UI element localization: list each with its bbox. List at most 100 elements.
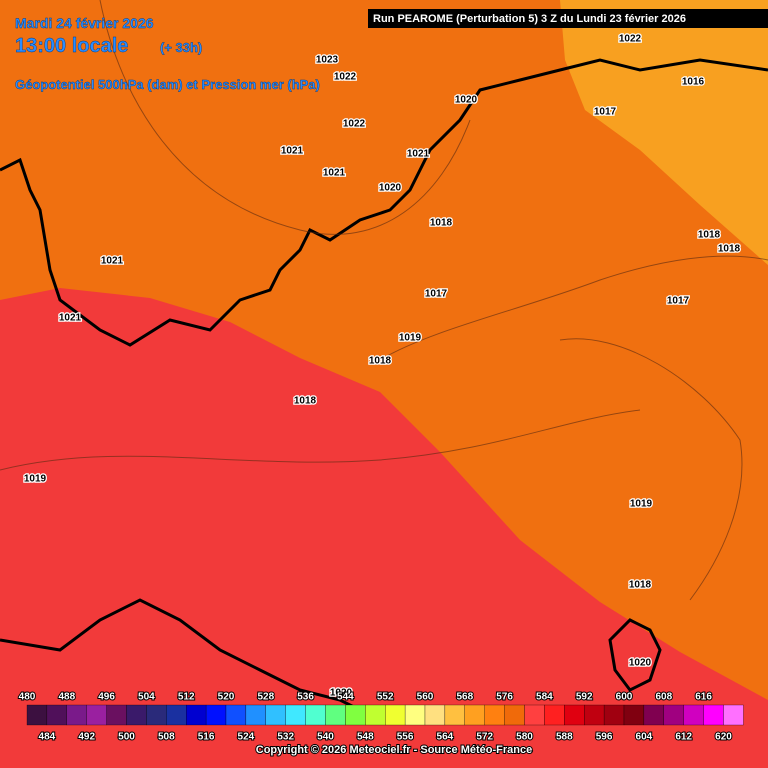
pressure-label: 1023 <box>316 55 339 66</box>
coastline <box>0 58 768 347</box>
pressure-label: 1017 <box>425 289 448 300</box>
colorbar-box <box>385 704 406 726</box>
colorbar-box <box>265 704 286 726</box>
colorbar-label: 568 <box>456 692 473 703</box>
colorbar-box <box>444 704 465 726</box>
pressure-label: 1022 <box>619 34 642 45</box>
colorbar-label: 608 <box>655 692 672 703</box>
colorbar-label: 500 <box>118 732 135 743</box>
colorbar-box <box>623 704 645 726</box>
pressure-label: 1020 <box>379 183 402 194</box>
colorbar-box <box>66 704 87 726</box>
colorbar-label: 560 <box>417 692 434 703</box>
contours <box>0 0 768 601</box>
colorbar-box <box>603 704 625 726</box>
colorbar-label: 524 <box>238 732 255 743</box>
pressure-label: 1016 <box>682 77 705 88</box>
colorbar-box <box>285 704 306 726</box>
colorbar-label: 572 <box>476 732 493 743</box>
colorbar-box <box>584 704 605 726</box>
colorbar-box <box>225 704 247 726</box>
colorbar-label: 528 <box>257 692 274 703</box>
colorbar-box <box>146 704 167 726</box>
contour <box>379 255 768 361</box>
pressure-labels: 1023 1022 1022 1016 1020 1017 1022 1021 1021 1021… <box>23 32 742 700</box>
pressure-label: 1020 <box>629 658 652 669</box>
field-title: Géopotentiel 500hPa (dam) et Pression me… <box>15 77 320 92</box>
colorbar-box <box>166 704 187 726</box>
pressure-label: 1020 <box>455 95 478 106</box>
colorbar-label: 552 <box>377 692 394 703</box>
colorbar-label: 536 <box>297 692 314 703</box>
colorbar-label: 484 <box>39 732 56 743</box>
contour <box>0 409 641 471</box>
colorbar-label: 508 <box>158 732 175 743</box>
colorbar-box <box>365 704 386 726</box>
pressure-label: 1021 <box>407 149 430 160</box>
coastline <box>608 618 662 692</box>
colorbar-label: 504 <box>138 692 155 703</box>
colorbar-box <box>663 704 684 726</box>
pressure-label: 1021 <box>101 256 124 267</box>
pressure-label: 1019 <box>399 333 422 344</box>
contour <box>99 0 471 235</box>
pressure-label: 1017 <box>667 296 690 307</box>
colorbar-label: 592 <box>576 692 593 703</box>
colorbar-box <box>524 704 545 726</box>
colorbar-label: 480 <box>19 692 36 703</box>
colorbar-label: 576 <box>496 692 513 703</box>
time: 13:00 locale <box>15 35 128 57</box>
colorbar: 480 484 488 492 496 500 504 508 512 516 520 524 528 5… <box>18 691 744 744</box>
colorbar-label: 596 <box>596 732 613 743</box>
field-zone <box>0 288 768 768</box>
date: Mardi 24 février 2026 <box>15 15 154 31</box>
colorbar-box <box>424 704 446 726</box>
run-info: Run PEAROME (Perturbation 5) 3 Z du Lund… <box>373 13 686 25</box>
colorbar-box <box>464 704 485 726</box>
colorbar-box <box>46 704 67 726</box>
colorbar-box <box>126 704 147 726</box>
colorbar-box <box>683 704 704 726</box>
pressure-label: 1018 <box>698 230 721 241</box>
pressure-label: 1018 <box>629 580 652 591</box>
colorbar-box <box>643 704 664 726</box>
pressure-label: 1019 <box>630 499 653 510</box>
colorbar-box <box>305 704 326 726</box>
colorbar-label: 584 <box>536 692 553 703</box>
colorbar-label: 492 <box>78 732 95 743</box>
colorbar-label: 620 <box>715 732 732 743</box>
pressure-label: 1022 <box>343 119 366 130</box>
colorbar-box <box>504 704 525 726</box>
colorbar-box <box>26 704 48 726</box>
colorbar-label: 556 <box>397 732 414 743</box>
pressure-label: 1017 <box>594 107 617 118</box>
colorbar-label: 540 <box>317 732 334 743</box>
colorbar-box <box>484 704 505 726</box>
colorbar-label: 496 <box>98 692 115 703</box>
pressure-label: 1020 <box>330 688 353 699</box>
colorbar-label: 580 <box>516 732 533 743</box>
colorbar-label: 600 <box>616 692 633 703</box>
coastline <box>0 58 768 712</box>
run-box <box>368 9 768 28</box>
pressure-label: 1019 <box>24 474 47 485</box>
lead-time: (+ 33h) <box>160 40 202 55</box>
colorbar-label: 544 <box>337 692 354 703</box>
colorbar-box <box>345 704 366 726</box>
colorbar-label: 612 <box>675 732 692 743</box>
colorbar-box <box>186 704 207 726</box>
colorbar-label: 516 <box>198 732 215 743</box>
field-zone <box>560 0 768 265</box>
colorbar-label: 532 <box>277 732 294 743</box>
pressure-label: 1018 <box>369 356 392 367</box>
contour <box>559 338 743 601</box>
copyright: Copyright © 2026 Meteociel.fr - Source M… <box>256 744 532 756</box>
pressure-label: 1021 <box>281 146 304 157</box>
pressure-label: 1018 <box>718 244 741 255</box>
colorbar-label: 616 <box>695 692 712 703</box>
colorbar-box <box>245 704 266 726</box>
colorbar-box <box>106 704 127 726</box>
colorbar-box <box>703 704 724 726</box>
colorbar-label: 604 <box>636 732 653 743</box>
